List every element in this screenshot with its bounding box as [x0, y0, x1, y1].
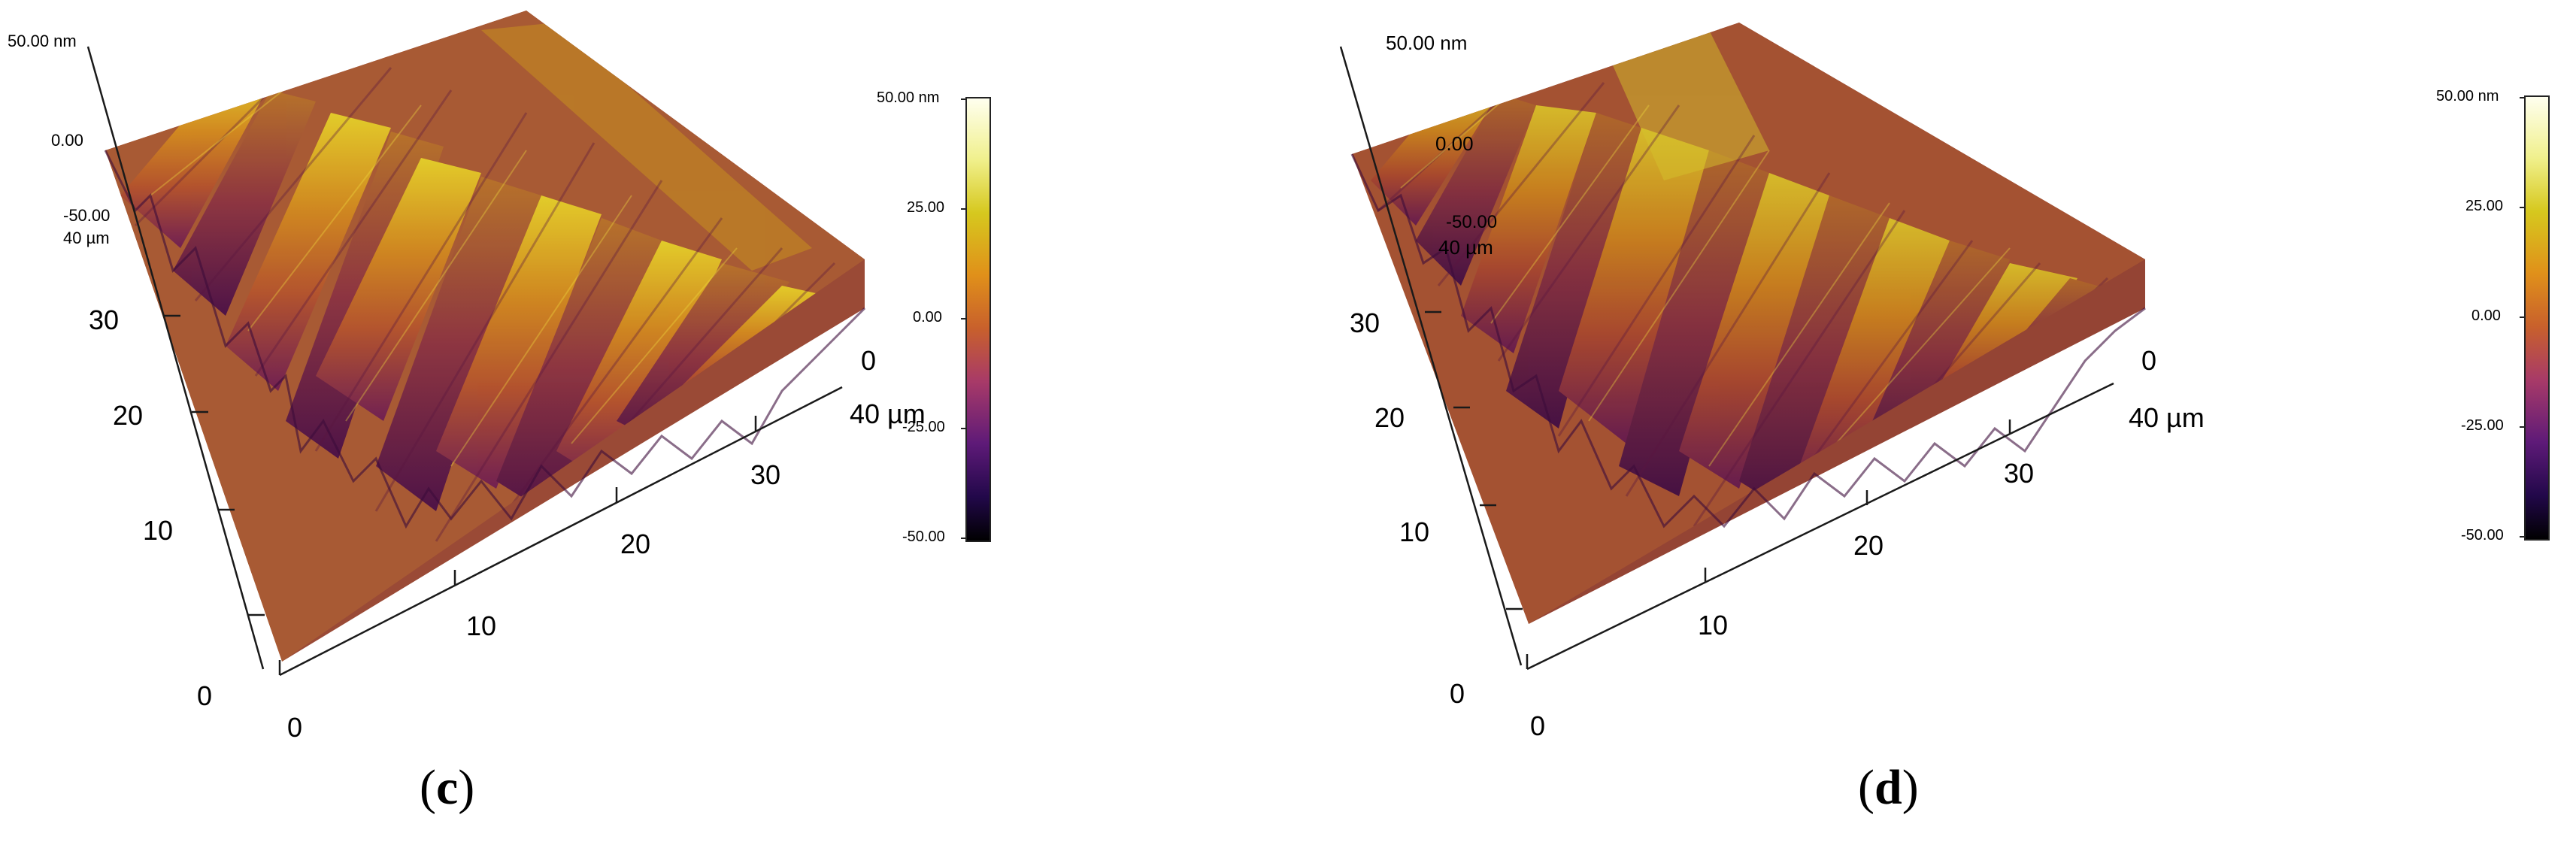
y-tick-20: 20 [1374, 402, 1405, 433]
x-tick-20: 20 [1853, 530, 1884, 561]
y-tick-10: 10 [1399, 516, 1430, 547]
x-tick-10: 10 [1698, 610, 1729, 641]
afm-3d-plot-c [86, 11, 991, 677]
y-tick-0: 0 [1450, 678, 1465, 709]
colorbar-label-0: 0.00 [913, 309, 942, 326]
surface-topography [104, 11, 866, 662]
y-axis-end-label: 40 µm [63, 229, 110, 247]
y-axis-end-label: 40 µm [1438, 236, 1493, 259]
colorbar-label-25: 25.00 [2465, 198, 2504, 214]
z-axis-bottom-label: -50.00 [63, 206, 111, 225]
axis-frame [86, 46, 843, 677]
y-tick-30: 30 [89, 304, 120, 335]
y-tick-30: 30 [1350, 307, 1380, 338]
colorbar [2524, 95, 2550, 541]
surface-topography [1350, 23, 2146, 624]
x-tick-10: 10 [466, 610, 497, 641]
colorbar-label-50: 50.00 nm [2436, 88, 2499, 104]
x-tick-20: 20 [620, 529, 651, 559]
colorbar-ticks [961, 98, 966, 539]
colorbar-label-neg50: -50.00 [902, 529, 945, 545]
panel-caption-d: (d) [1858, 760, 1919, 815]
z-axis-mid-label: 0.00 [51, 131, 83, 150]
x-tick-0: 0 [287, 712, 303, 743]
x-axis-far-origin: 0 [2141, 345, 2157, 376]
panel-caption-c: (c) [420, 760, 475, 815]
colorbar [965, 97, 991, 542]
colorbar-label-neg50: -50.00 [2461, 527, 2504, 544]
z-axis-top-label: 50.00 nm [1386, 32, 1468, 54]
x-axis-far-origin: 0 [861, 345, 877, 376]
axis-frame [1339, 46, 2114, 671]
y-tick-10: 10 [143, 515, 174, 546]
colorbar-label-25: 25.00 [907, 199, 945, 216]
x-axis-end-label: 40 µm [2129, 402, 2205, 433]
x-tick-30: 30 [750, 459, 781, 490]
afm-panel-c: 50.00 nm 0.00 -50.00 40 µm 30 20 10 0 0 … [8, 11, 991, 815]
z-axis-top-label: 50.00 nm [8, 32, 77, 50]
colorbar-ticks [2520, 97, 2525, 538]
colorbar-label-neg25: -25.00 [2461, 417, 2504, 434]
colorbar-label-0: 0.00 [2471, 307, 2501, 324]
x-axis-end-label: 40 µm [850, 398, 926, 429]
colorbar-label-neg25: -25.00 [902, 419, 945, 435]
afm-panel-d: 50.00 nm 0.00 -50.00 40 µm 30 20 10 0 0 … [1288, 0, 2576, 845]
afm-3d-plot-d [1339, 23, 2550, 671]
colorbar-label-50: 50.00 nm [877, 89, 940, 106]
x-tick-0: 0 [1530, 710, 1546, 741]
x-tick-30: 30 [2004, 458, 2035, 489]
y-tick-20: 20 [113, 400, 144, 431]
y-tick-0: 0 [197, 680, 213, 711]
z-axis-bottom-label: -50.00 [1446, 212, 1498, 232]
z-axis-mid-label: 0.00 [1435, 132, 1474, 155]
